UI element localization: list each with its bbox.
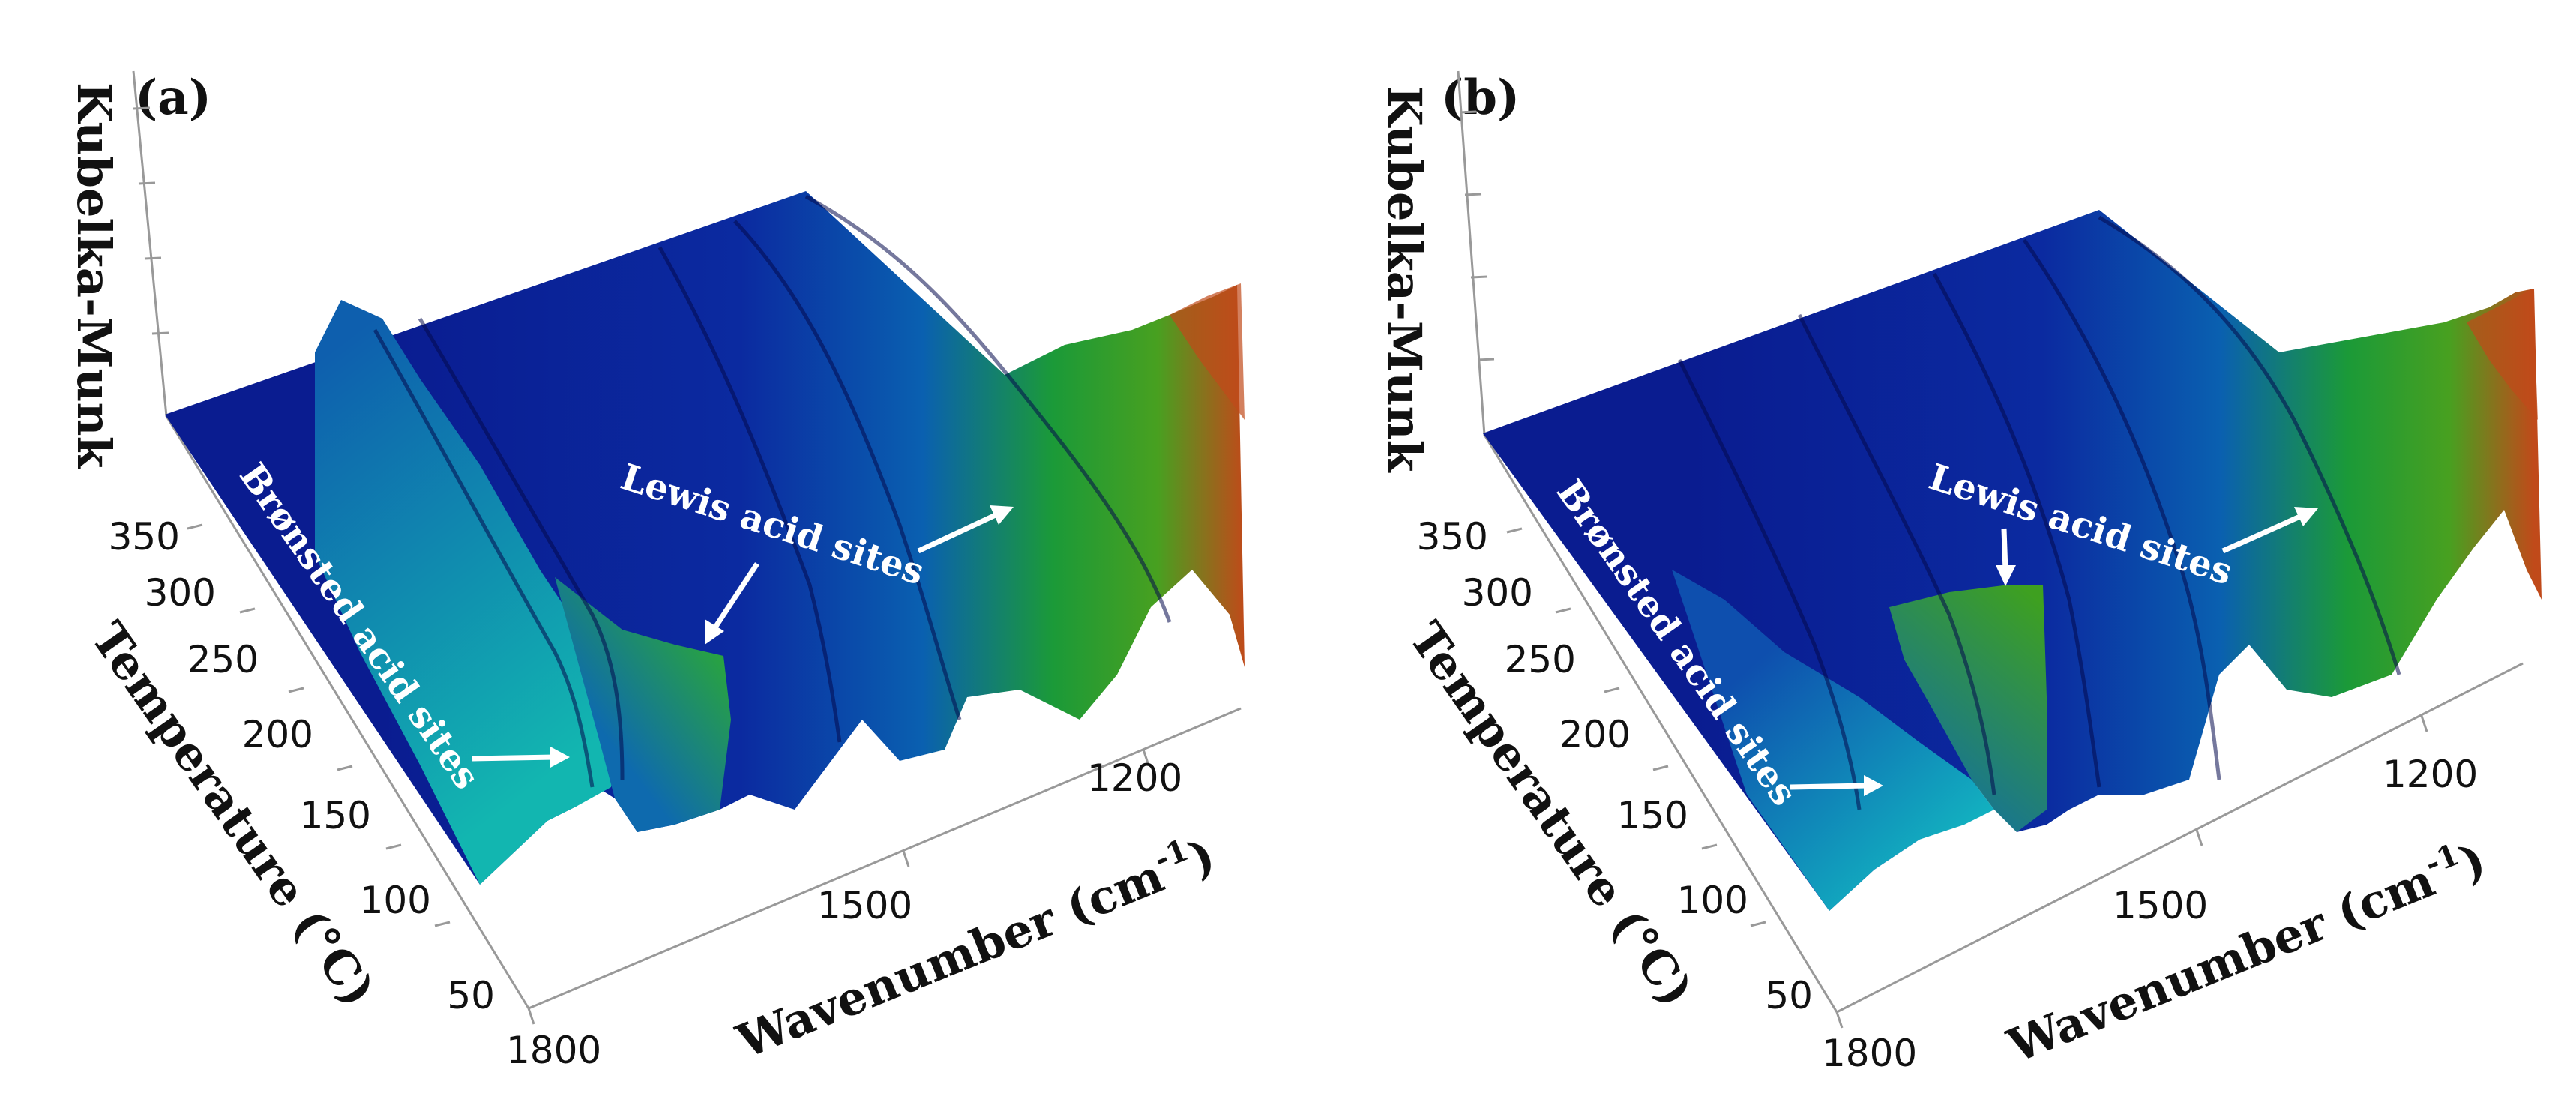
- panel-a-ridge-line: [733, 220, 962, 720]
- panel-b-label: (b): [1441, 70, 1520, 126]
- panel-a-high-wavenumber-peak: [1170, 283, 1245, 420]
- panel-a: (a) Kubelka-Munk: [67, 70, 1245, 1072]
- panel-b-temp-tick: 150: [1617, 794, 1688, 837]
- panel-a-wave-tick: 1800: [506, 1029, 601, 1072]
- panel-b-high-wavenumber-peak: [2467, 289, 2538, 420]
- panel-a-wave-tick: 1500: [817, 884, 912, 927]
- panel-a-ridge-line: [804, 194, 1172, 623]
- panel-a-temp-tick: 150: [300, 794, 371, 837]
- panel-a-wavenumber-title-main: Wavenumber (cm: [729, 848, 1171, 1069]
- panel-a-bronsted-arrowhead: [550, 747, 570, 768]
- panel-b-bronsted-arrow: [1790, 783, 1868, 790]
- panel-b-temp-tick: 50: [1765, 974, 1813, 1017]
- panel-b-wavenumber-axis-title: Wavenumber (cm-1): [1998, 828, 2493, 1074]
- panel-b-wavenumber-title-main: Wavenumber (cm: [1999, 852, 2442, 1074]
- panel-a-wavenumber-axis-title: Wavenumber (cm-1): [727, 824, 1222, 1069]
- panel-b-ridge-line: [1932, 272, 2101, 788]
- panel-b-lewis-arrowhead-2: [2294, 507, 2318, 526]
- panel-b-temp-tick: 250: [1505, 638, 1576, 681]
- panel-a-lewis-arrow-1: [711, 562, 759, 631]
- panel-a-ridge-line: [373, 328, 595, 788]
- panel-b-temp-tick: 300: [1462, 571, 1533, 615]
- panel-a-z-axis-title: Kubelka-Munk: [67, 82, 121, 470]
- panel-b: (b) Kubelka-Munk: [1377, 70, 2542, 1075]
- panel-a-label: (a): [135, 70, 211, 126]
- panel-b-ridge-line: [2098, 215, 2401, 675]
- panel-a-wave-tick: 1200: [1087, 756, 1182, 800]
- panel-b-lewis-peak: [1889, 585, 2047, 832]
- panel-a-temp-tick: 250: [187, 638, 259, 681]
- panel-b-temperature-ticks: 350 300 250 200 150 100 50: [1417, 515, 1813, 1017]
- panel-a-temp-tick: 100: [360, 879, 431, 922]
- panel-b-temp-tick: 350: [1417, 515, 1488, 558]
- panel-b-wave-tick: 1200: [2383, 753, 2478, 796]
- panel-a-bronsted-band: [315, 300, 622, 885]
- panel-a-ridge-line: [418, 317, 625, 780]
- panel-b-lewis-arrow-1: [2001, 528, 2008, 572]
- panel-b-bronsted-band: [1672, 570, 1994, 911]
- panel-a-temp-tick: 200: [242, 713, 313, 756]
- panel-b-bronsted-arrowhead: [1864, 775, 1883, 796]
- panel-a-temperature-ticks: 350 300 250 200 150 100 50: [109, 515, 495, 1017]
- panel-a-wavenumber-ticks: 1800 1500 1200: [506, 756, 1182, 1072]
- panel-a-lewis-arrowhead-1: [705, 619, 724, 645]
- panel-b-wave-tick: 1800: [1822, 1032, 1917, 1075]
- panel-b-ridge-line: [1677, 358, 1862, 810]
- panel-b-surface: [1483, 210, 2542, 911]
- panel-b-temp-tick: 100: [1677, 879, 1748, 922]
- panel-b-temp-tick: 200: [1559, 713, 1631, 756]
- panel-a-temp-tick: 350: [109, 515, 180, 558]
- panel-a-bronsted-arrow: [472, 754, 556, 762]
- panel-a-ridge-line: [657, 246, 842, 743]
- panel-b-ridge-line: [1797, 313, 1996, 795]
- panel-b-wave-tick: 1500: [2113, 884, 2208, 927]
- panel-b-lewis-arrowhead-1: [1996, 565, 2016, 586]
- panel-a-temp-tick: 300: [145, 571, 216, 615]
- panel-a-lewis-peak: [555, 577, 731, 832]
- panel-a-lewis-arrowhead-2: [990, 505, 1014, 525]
- panel-b-lewis-arrow-2: [2221, 513, 2303, 554]
- panel-a-temp-tick: 50: [447, 974, 495, 1017]
- panel-a-lewis-arrow-2: [917, 511, 999, 554]
- panel-b-z-axis-title: Kubelka-Munk: [1377, 86, 1432, 474]
- panel-b-ridge-line: [2022, 238, 2221, 780]
- panel-a-surface: [165, 191, 1245, 885]
- panel-b-wavenumber-ticks: 1800 1500 1200: [1822, 753, 2478, 1075]
